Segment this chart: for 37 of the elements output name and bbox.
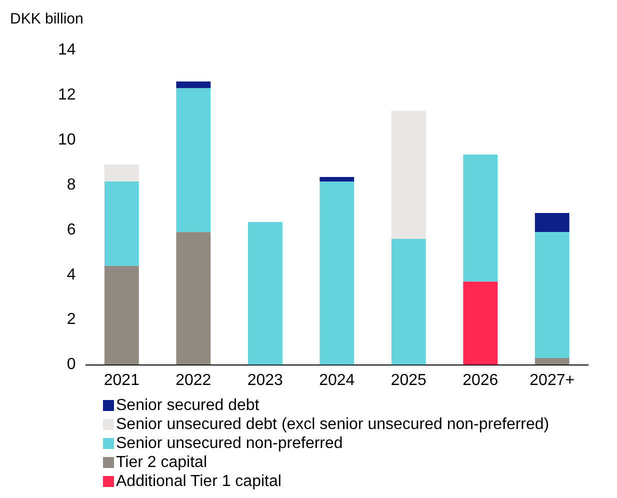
bar (248, 222, 282, 365)
y-tick-label: 0 (66, 356, 76, 374)
x-tick-label: 2027+ (530, 372, 575, 389)
y-tick-label: 6 (66, 221, 76, 238)
legend-label: Senior unsecured debt (excl senior unsecured non-preferred) (116, 415, 550, 434)
bar (463, 154, 498, 282)
legend-label: Additional Tier 1 capital (116, 472, 282, 491)
bar (534, 213, 570, 232)
x-tick-label: 2024 (319, 372, 355, 389)
legend-label: Senior secured debt (116, 396, 260, 415)
bar (104, 182, 139, 266)
x-tick-label: 2025 (390, 372, 427, 389)
x-tick-label: 2021 (104, 372, 140, 389)
bar (104, 164, 139, 182)
bar (391, 110, 426, 239)
legend-label: Senior unsecured non-preferred (116, 434, 343, 453)
bar (176, 232, 211, 365)
y-axis-title: DKK billion (10, 10, 84, 28)
bar (320, 182, 354, 365)
y-tick-label: 12 (58, 86, 76, 104)
bar (176, 81, 211, 88)
y-tick-label: 10 (58, 131, 76, 148)
bar (534, 232, 570, 358)
y-tick-label: 14 (58, 41, 76, 58)
y-tick-label: 4 (66, 266, 76, 284)
y-tick-label: 2 (66, 311, 76, 328)
bar (534, 358, 570, 365)
bar (104, 266, 139, 365)
x-tick-label: 2023 (247, 372, 284, 389)
legend-label: Tier 2 capital (116, 453, 207, 472)
x-tick-label: 2026 (462, 372, 498, 389)
bar (320, 177, 354, 182)
y-tick-label: 8 (66, 176, 76, 194)
bar (176, 88, 211, 232)
bar (463, 282, 498, 365)
x-tick-label: 2022 (176, 372, 212, 389)
bar (391, 238, 426, 365)
